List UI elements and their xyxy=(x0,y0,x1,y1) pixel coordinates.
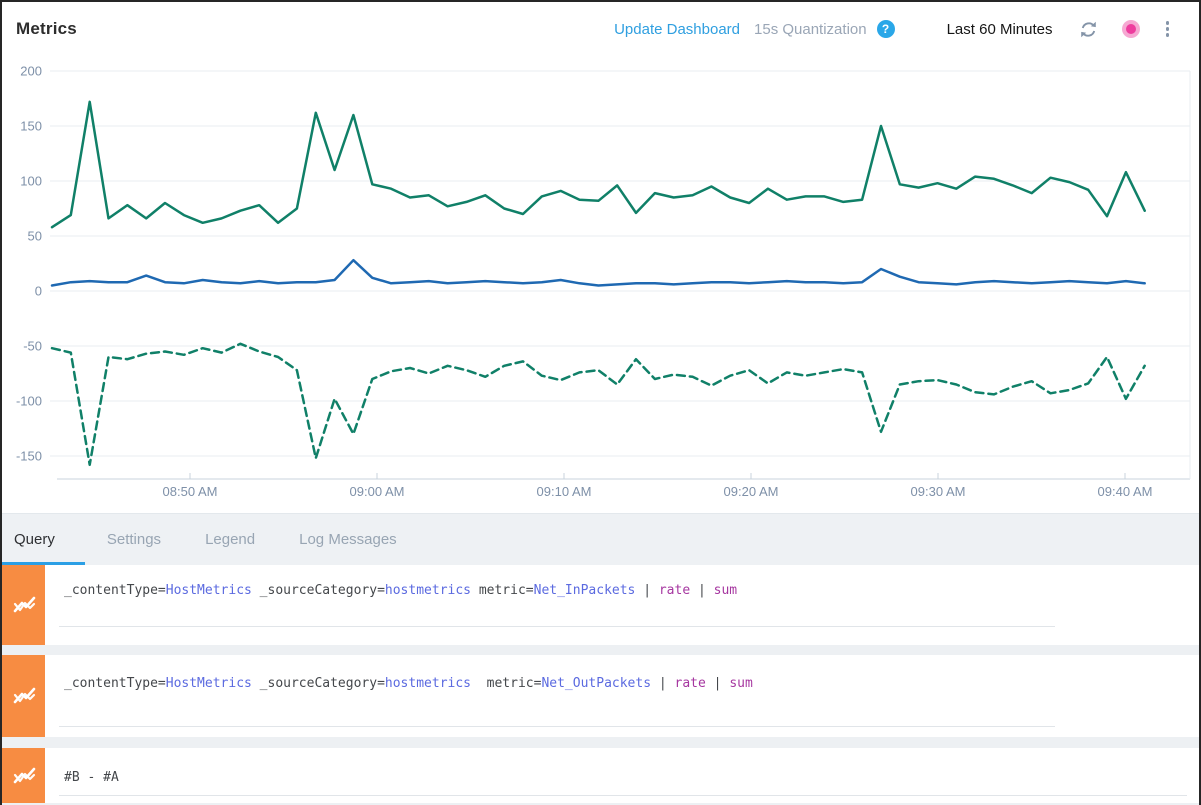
tab-settings[interactable]: Settings xyxy=(106,531,162,548)
x-axis-label: 08:50 AM xyxy=(163,484,218,499)
query-segment: sum xyxy=(729,676,753,691)
query-row-body: _contentType=HostMetrics _sourceCategory… xyxy=(45,655,1199,737)
x-axis-label: 09:30 AM xyxy=(911,484,966,499)
x-axis-label: 09:10 AM xyxy=(537,484,592,499)
query-segment: | xyxy=(705,676,730,691)
query-input-underline xyxy=(59,626,1055,627)
query-row: #B - #A xyxy=(2,748,1199,803)
query-segment: HostMetrics xyxy=(165,583,252,598)
query-segment: sum xyxy=(713,583,738,598)
query-input[interactable]: #B - #A xyxy=(45,748,1199,785)
kebab-menu-icon[interactable] xyxy=(1165,21,1169,37)
query-input[interactable]: _contentType=HostMetrics _sourceCategory… xyxy=(45,565,1199,598)
query-segment: | xyxy=(690,583,714,598)
query-segment: _sourceCategory= xyxy=(251,676,385,691)
query-segment: | xyxy=(651,676,675,691)
query-segment: _contentType= xyxy=(64,676,166,691)
query-segment: _sourceCategory= xyxy=(251,583,385,598)
query-segment: | xyxy=(635,583,659,598)
y-axis-label: -50 xyxy=(23,339,42,354)
y-axis-label: 200 xyxy=(20,64,42,79)
query-segment: hostmetrics xyxy=(384,583,471,598)
metrics-chart-panel: 200 150 100 50 0 -50 -100 -150 08:50 AM 09:00 AM 0… xyxy=(2,56,1199,513)
update-dashboard-button[interactable]: Update Dashboard xyxy=(614,20,741,38)
x-axis-label: 09:40 AM xyxy=(1098,484,1153,499)
query-row-body: _contentType=HostMetrics _sourceCategory… xyxy=(45,565,1199,645)
query-row: _contentType=HostMetrics _sourceCategory… xyxy=(2,565,1199,645)
header-actions: Update Dashboard 15s Quantization ? Last… xyxy=(614,20,1169,39)
metrics-query-icon[interactable] xyxy=(2,748,45,803)
query-row-body: #B - #A xyxy=(45,748,1199,803)
y-axis-label: 150 xyxy=(20,119,42,134)
series-a xyxy=(50,100,1146,229)
tab-log-messages[interactable]: Log Messages xyxy=(299,531,397,548)
query-segment: Net_InPackets xyxy=(533,583,636,598)
panel-header: Metrics Update Dashboard 15s Quantizatio… xyxy=(2,2,1199,56)
refresh-icon[interactable] xyxy=(1079,20,1098,39)
query-segment: #B - #A xyxy=(64,770,119,785)
query-segment: HostMetrics xyxy=(165,676,252,691)
query-row: _contentType=HostMetrics _sourceCategory… xyxy=(2,655,1199,737)
query-input[interactable]: _contentType=HostMetrics _sourceCategory… xyxy=(45,655,1199,691)
query-section: _contentType=HostMetrics _sourceCategory… xyxy=(2,565,1199,805)
live-record-indicator[interactable] xyxy=(1121,20,1140,38)
metrics-chart[interactable]: 200 150 100 50 0 -50 -100 -150 08:50 AM 09:00 AM 0… xyxy=(2,56,1201,513)
page-title: Metrics xyxy=(16,19,77,38)
y-axis-label: -100 xyxy=(16,394,42,409)
query-segment: rate xyxy=(674,676,706,691)
query-segment: metric= xyxy=(471,676,542,691)
quantization-label: 15s Quantization xyxy=(754,20,867,38)
time-range-selector[interactable]: Last 60 Minutes xyxy=(946,20,1053,38)
metrics-query-icon[interactable] xyxy=(2,565,45,645)
series-b xyxy=(50,258,1146,287)
query-input-underline xyxy=(59,726,1055,727)
x-axis-label: 09:00 AM xyxy=(350,484,405,499)
tab-query[interactable]: Query xyxy=(2,514,85,565)
query-segment: hostmetrics xyxy=(384,676,471,691)
y-axis-label: 0 xyxy=(35,284,42,299)
y-axis-label: -150 xyxy=(16,449,42,464)
y-axis-label: 50 xyxy=(28,229,42,244)
query-segment: _contentType= xyxy=(64,583,166,598)
tab-legend[interactable]: Legend xyxy=(205,531,256,548)
help-icon[interactable]: ? xyxy=(876,20,895,38)
query-segment: rate xyxy=(658,583,691,598)
query-segment: Net_OutPackets xyxy=(541,676,652,691)
x-axis-label: 09:20 AM xyxy=(724,484,779,499)
metrics-query-icon[interactable] xyxy=(2,655,45,737)
tab-bar: Query Settings Legend Log Messages xyxy=(2,513,1199,565)
series-b---a xyxy=(50,342,1146,467)
query-segment: metric= xyxy=(471,583,534,598)
query-input-underline xyxy=(59,795,1187,796)
y-axis-label: 100 xyxy=(20,174,42,189)
